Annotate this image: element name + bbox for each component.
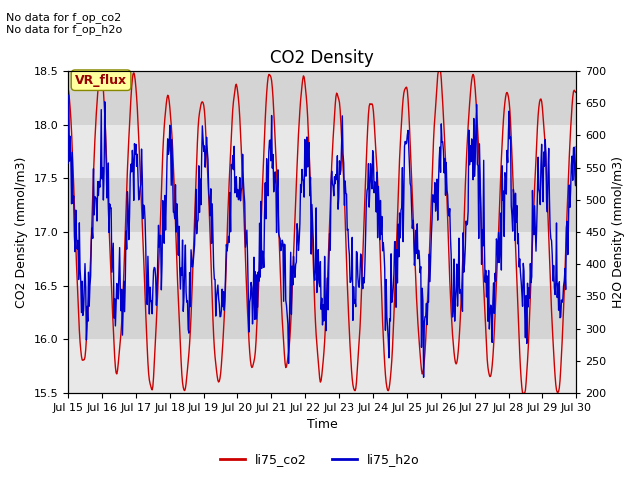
- Bar: [68, 71, 576, 125]
- Y-axis label: CO2 Density (mmol/m3): CO2 Density (mmol/m3): [15, 156, 28, 308]
- Bar: [68, 339, 576, 393]
- Legend: li75_co2, li75_h2o: li75_co2, li75_h2o: [215, 448, 425, 471]
- Y-axis label: H2O Density (mmol/m3): H2O Density (mmol/m3): [612, 156, 625, 308]
- X-axis label: Time: Time: [307, 419, 337, 432]
- Text: No data for f_op_co2: No data for f_op_co2: [6, 12, 122, 23]
- Bar: [68, 125, 576, 179]
- Text: No data for f_op_h2o: No data for f_op_h2o: [6, 24, 123, 35]
- Bar: [68, 286, 576, 339]
- Text: VR_flux: VR_flux: [75, 74, 127, 87]
- Bar: [68, 179, 576, 232]
- Bar: [68, 232, 576, 286]
- Title: CO2 Density: CO2 Density: [270, 48, 374, 67]
